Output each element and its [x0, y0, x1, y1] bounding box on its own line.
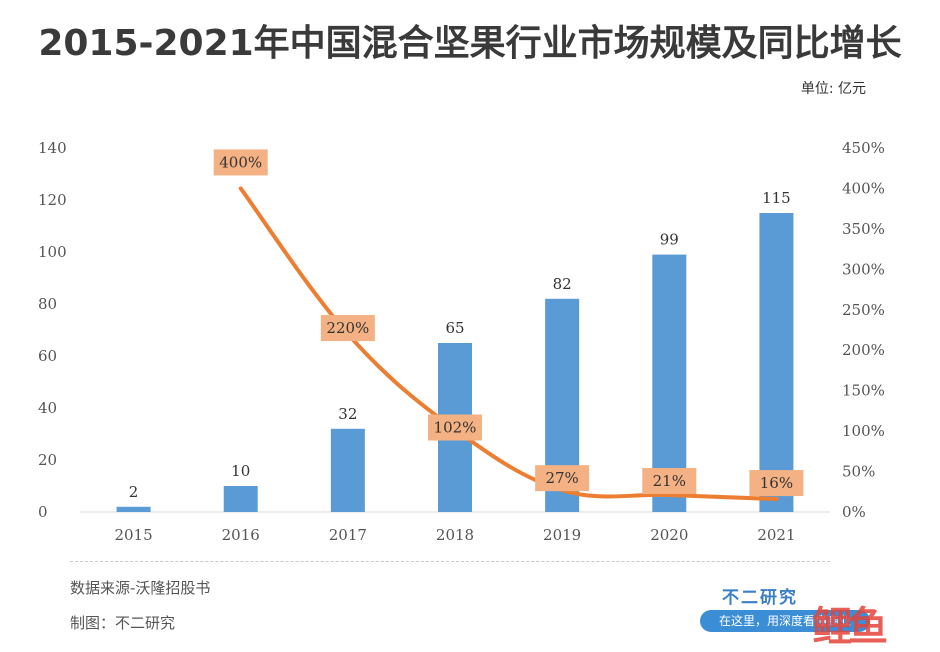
right-tick-label: 100%: [842, 422, 885, 440]
unit-label: 单位: 亿元: [800, 81, 866, 97]
growth-label: 102%: [434, 418, 477, 436]
bar-value-label: 2: [129, 483, 139, 501]
right-tick-label: 0%: [842, 503, 866, 521]
left-tick-label: 80: [38, 295, 57, 313]
right-tick-label: 250%: [842, 301, 885, 319]
growth-label: 220%: [326, 319, 369, 337]
bar: [223, 486, 258, 512]
left-axis: 0 20 40 60 80 100 120 140: [38, 139, 67, 521]
growth-label: 21%: [653, 472, 686, 490]
left-tick-label: 40: [38, 399, 57, 417]
right-tick-label: 350%: [842, 220, 885, 238]
bar-value-label: 32: [338, 405, 357, 423]
bar: [330, 428, 365, 512]
left-tick-label: 60: [38, 347, 57, 365]
watermark-logo: 鲤鱼: [812, 594, 888, 652]
growth-label-box: [213, 149, 268, 176]
x-tick-label: 2018: [436, 526, 474, 544]
growth-label-box: [320, 315, 375, 342]
right-tick-label: 450%: [842, 139, 885, 157]
bar-value-labels: 2 10 32 65 82 99 115: [129, 189, 791, 501]
bar-value-label: 65: [445, 319, 464, 337]
growth-label-box: [428, 414, 482, 441]
right-tick-label: 150%: [842, 382, 885, 400]
right-tick-label: 200%: [842, 341, 885, 359]
right-axis: 0% 50% 100% 150% 200% 250% 300% 350% 400% 450%: [842, 139, 885, 521]
bar-series: [116, 213, 794, 512]
footer-divider: [70, 561, 830, 562]
bar-value-label: 82: [553, 275, 572, 293]
brand-name: 不二研究: [722, 588, 798, 608]
growth-label: 27%: [545, 469, 578, 487]
growth-label-box: [749, 470, 804, 497]
bar-value-label: 10: [231, 462, 250, 480]
left-tick-label: 100: [38, 243, 67, 261]
x-axis-ticks: 2015 2016 2017 2018 2019 2020 2021: [114, 526, 795, 544]
left-tick-label: 20: [38, 451, 57, 469]
growth-line-series: [238, 186, 779, 502]
x-tick-label: 2017: [329, 526, 367, 544]
growth-label: 16%: [760, 474, 793, 492]
bar: [116, 506, 151, 512]
data-source: 数据来源-沃隆招股书: [70, 579, 211, 597]
left-tick-label: 0: [38, 503, 48, 521]
x-tick-label: 2021: [757, 526, 795, 544]
left-tick-label: 140: [38, 139, 67, 157]
right-tick-label: 400%: [842, 179, 885, 197]
right-tick-label: 50%: [842, 463, 875, 481]
slogan-pill: 在这里，用深度看懂商业: [700, 610, 870, 632]
bar-value-label: 115: [762, 189, 791, 207]
chart-title: 2015-2021年中国混合坚果行业市场规模及同比增长: [38, 23, 902, 64]
chart-maker: 制图：不二研究: [70, 614, 176, 632]
x-tick-label: 2020: [650, 526, 688, 544]
growth-label-box: [642, 468, 697, 495]
left-tick-label: 120: [38, 191, 67, 209]
x-tick-label: 2016: [222, 526, 260, 544]
growth-label-box: [535, 465, 590, 492]
bar-value-label: 99: [660, 231, 679, 249]
bar: [759, 213, 794, 512]
growth-label: 400%: [219, 153, 262, 171]
x-tick-label: 2015: [114, 526, 152, 544]
right-tick-label: 300%: [842, 260, 885, 278]
x-tick-label: 2019: [543, 526, 581, 544]
growth-labels: 400% 220% 102% 27% 21% 16%: [213, 149, 804, 497]
growth-line: [238, 186, 779, 502]
watermark-logo-text: 鲤鱼: [812, 604, 888, 650]
